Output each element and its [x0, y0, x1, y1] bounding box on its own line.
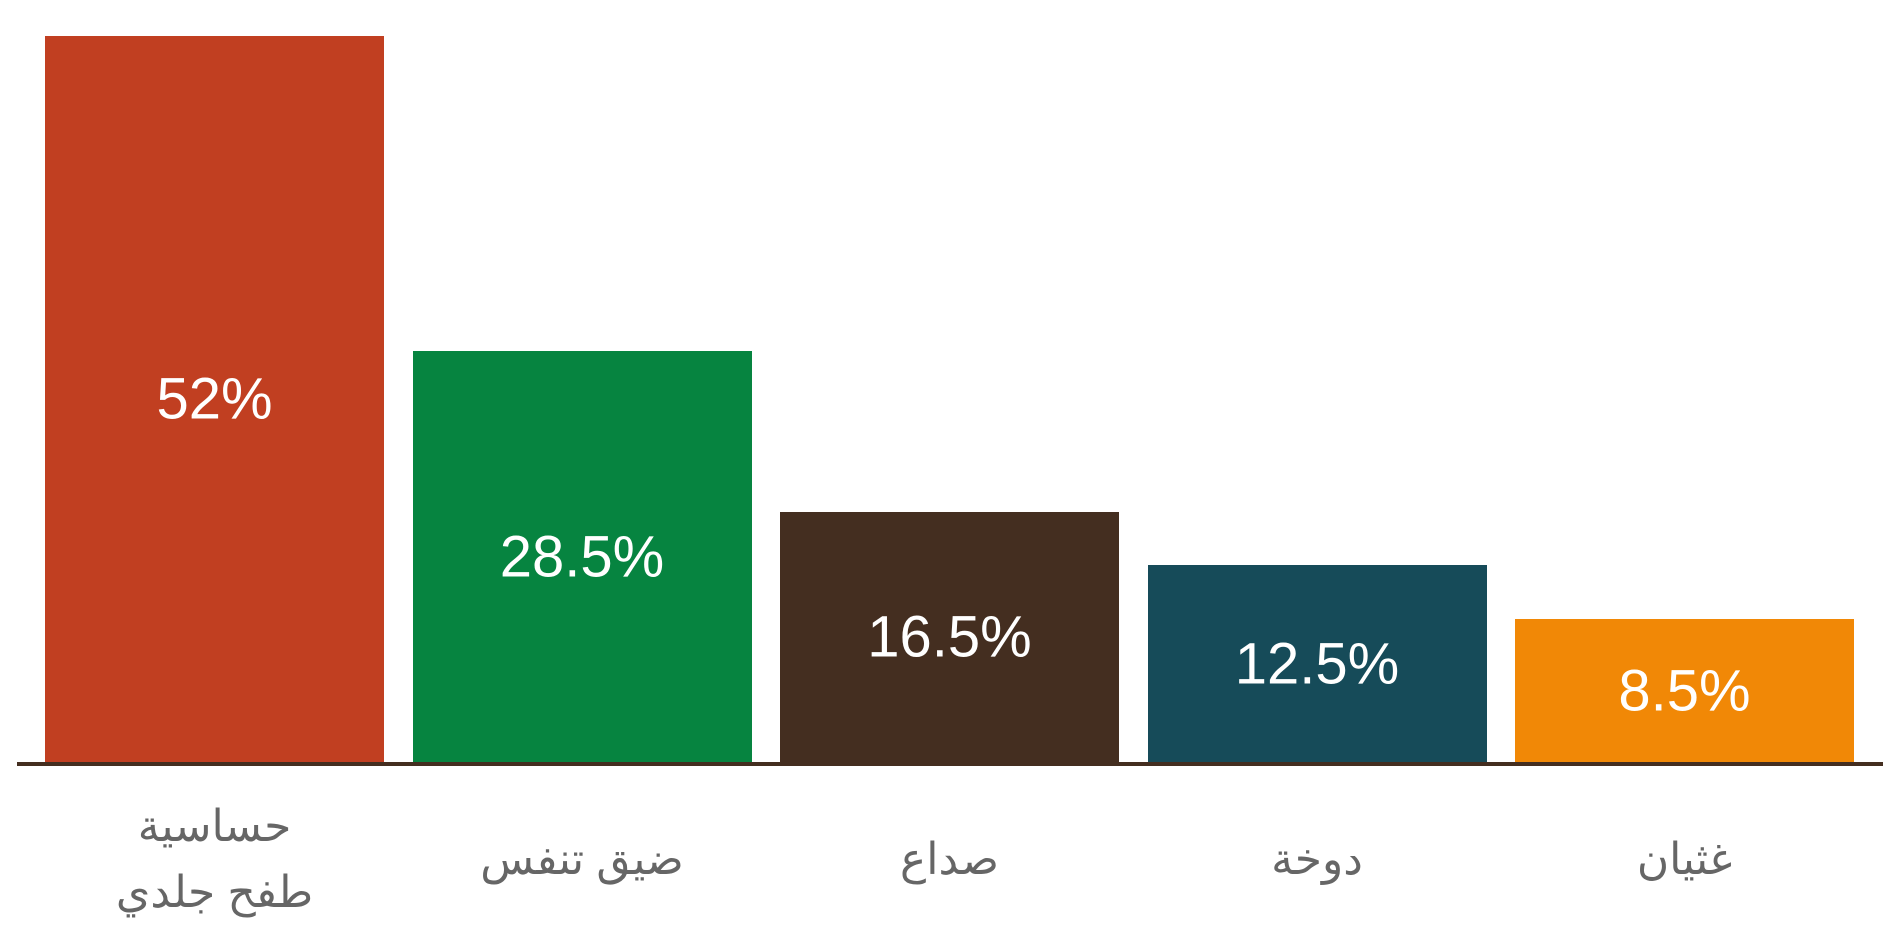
data-label: 8.5%	[1618, 658, 1751, 724]
data-label: 16.5%	[867, 604, 1032, 670]
data-label: 12.5%	[1234, 631, 1400, 697]
category-label: صداع	[900, 835, 999, 884]
x-axis-line	[17, 762, 1883, 766]
data-label: 28.5%	[499, 524, 665, 590]
bar: 28.5%	[412, 350, 752, 763]
category-label: حساسية طفح جلدي	[115, 802, 314, 917]
bar: 16.5%	[780, 511, 1119, 763]
bar: 52%	[45, 35, 384, 763]
data-label: 52%	[156, 366, 273, 432]
bar: 8.5%	[1515, 618, 1854, 763]
category-label: غثيان	[1636, 835, 1733, 884]
category-label: ضيق تنفس	[480, 835, 684, 884]
category-label: دوخة	[1271, 835, 1363, 884]
bar: 12.5%	[1147, 565, 1487, 763]
